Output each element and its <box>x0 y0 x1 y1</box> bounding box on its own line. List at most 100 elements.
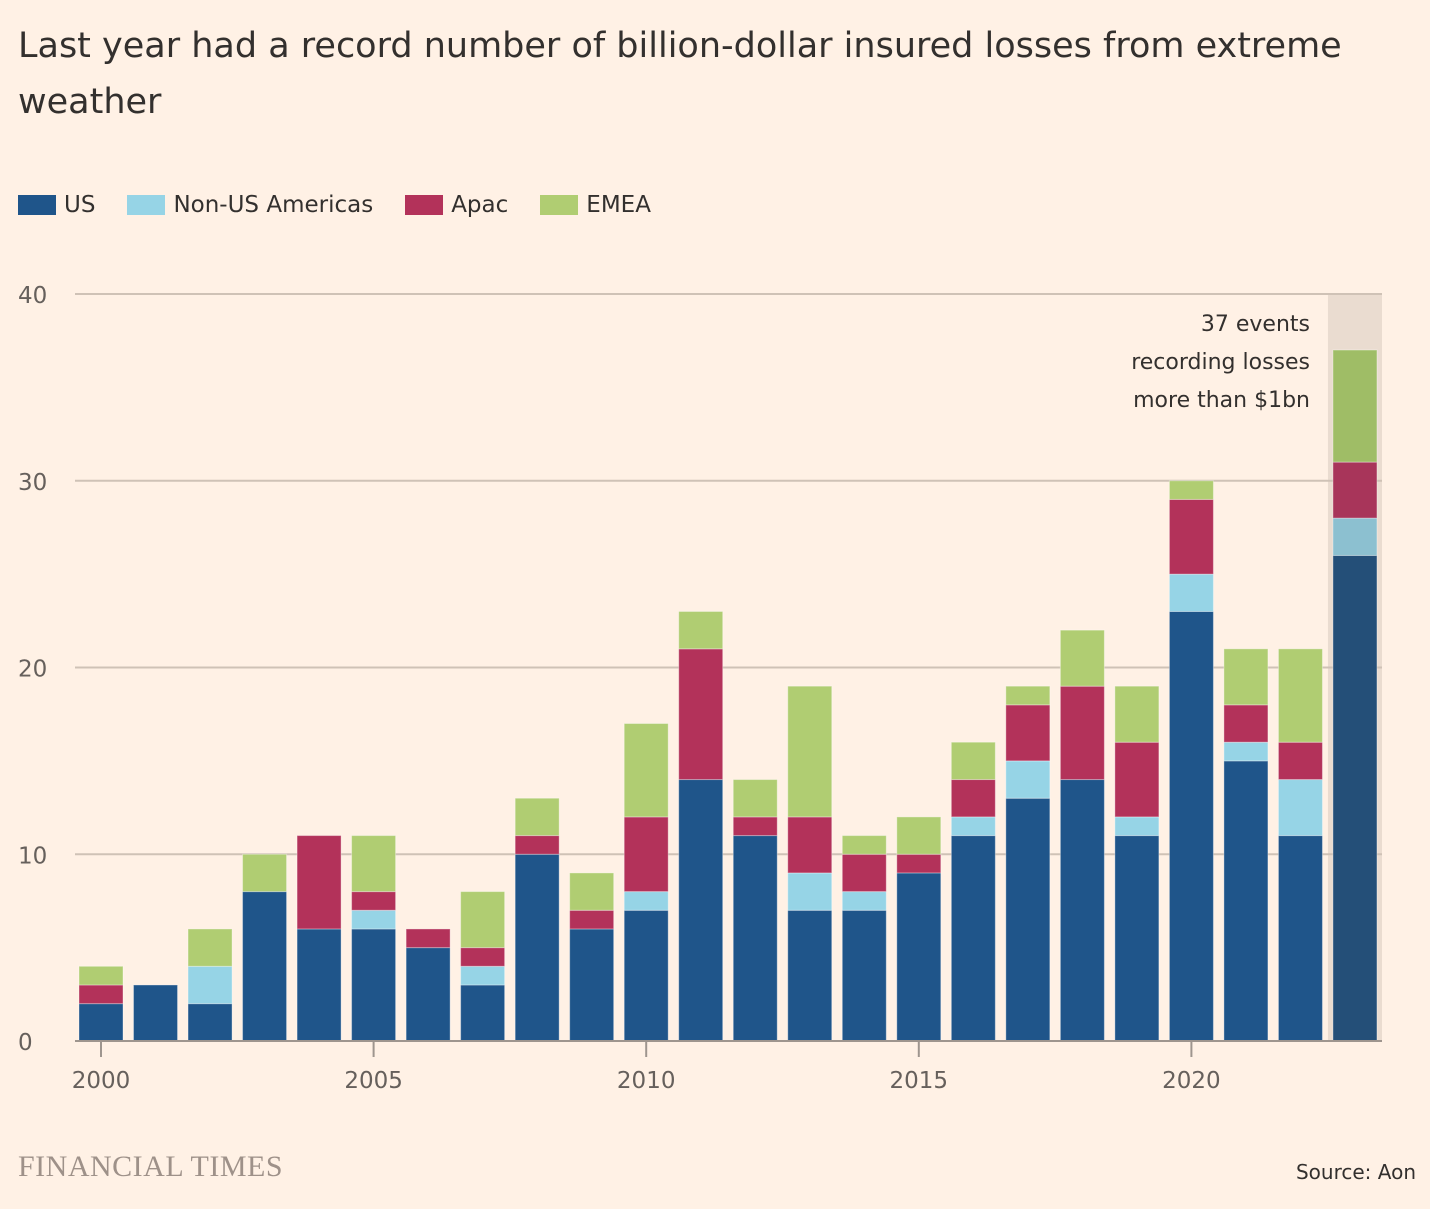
bar-segment-us <box>896 872 942 1042</box>
bar-segment-emea <box>351 835 397 893</box>
bar-segment-emea <box>623 723 669 818</box>
annotation-text: recording losses <box>1131 350 1310 375</box>
legend-label: US <box>64 192 96 218</box>
legend-item: US <box>18 192 95 218</box>
bar-segment-apac <box>1059 685 1105 781</box>
bar-segment-non-us-americas <box>950 816 996 837</box>
bar-segment-non-us-americas <box>623 891 669 911</box>
bar-segment-us <box>1168 610 1214 1042</box>
legend-label: Non-US Americas <box>173 192 374 218</box>
bar-segment-apac <box>405 928 451 949</box>
bar-segment-non-us-americas <box>1223 741 1269 762</box>
bar-segment-us <box>133 984 179 1042</box>
bar-segment-us <box>678 779 724 1042</box>
legend: US Non-US Americas Apac EMEA <box>18 192 651 218</box>
bar-segment-emea <box>242 853 288 893</box>
bar-segment-us <box>187 1003 233 1042</box>
legend-swatch <box>405 195 444 215</box>
y-tick-label: 10 <box>18 843 47 869</box>
bar-segment-non-us-americas <box>1332 517 1378 556</box>
x-tick-label: 2010 <box>617 1068 676 1094</box>
legend-swatch <box>127 195 166 215</box>
bar-segment-apac <box>1005 704 1051 762</box>
bar-segment-us <box>1005 797 1051 1042</box>
chart-title: Last year had a record number of billion… <box>18 26 1342 122</box>
legend-label: Apac <box>451 192 509 218</box>
bar-segment-us <box>787 909 833 1042</box>
bar-segment-apac <box>896 853 942 874</box>
bar-segment-apac <box>78 984 124 1005</box>
x-tick-label: 2005 <box>344 1068 403 1094</box>
bar-segment-apac <box>514 835 560 855</box>
bar-segment-us <box>514 853 560 1042</box>
bar-segment-apac <box>1114 741 1160 818</box>
bar-segment-us <box>623 909 669 1042</box>
x-tick-label: 2015 <box>890 1068 949 1094</box>
legend-label: EMEA <box>586 192 651 218</box>
bar-segment-apac <box>351 891 397 911</box>
bar-segment-emea <box>732 779 778 818</box>
bar-segment-emea <box>1168 480 1214 500</box>
y-tick-label: 30 <box>18 470 47 496</box>
bar-segment-non-us-americas <box>351 909 397 930</box>
annotation-text: more than $1bn <box>1133 388 1310 413</box>
ft-logo: FINANCIAL TIMES <box>18 1150 284 1183</box>
legend-item: EMEA <box>540 192 651 218</box>
bar-segment-us <box>351 928 397 1042</box>
bar-segment-apac <box>950 779 996 818</box>
legend-swatch <box>540 195 579 215</box>
legend-item: Non-US Americas <box>127 192 373 218</box>
bar-segment-us <box>296 928 342 1042</box>
bar-segment-us <box>460 984 506 1042</box>
bar-segment-us <box>78 1003 124 1042</box>
bar-segment-non-us-americas <box>187 965 233 1005</box>
bar-segment-us <box>1223 760 1269 1042</box>
bar-segment-emea <box>78 965 124 986</box>
bar-segment-non-us-americas <box>841 891 887 911</box>
y-tick-label: 40 <box>18 283 47 309</box>
bar-segment-emea <box>1332 349 1378 463</box>
bar-segment-emea <box>678 610 724 650</box>
bar-segment-apac <box>1277 741 1323 781</box>
annotation-text: 37 events <box>1201 312 1310 337</box>
bar-segment-emea <box>514 797 560 837</box>
bar-segment-emea <box>841 835 887 855</box>
bar-segment-emea <box>1277 648 1323 743</box>
bar-segment-apac <box>296 835 342 930</box>
y-tick-label: 0 <box>18 1030 33 1056</box>
bar-segment-emea <box>1114 685 1160 743</box>
x-tick-label: 2020 <box>1162 1068 1221 1094</box>
bar-segment-apac <box>787 816 833 874</box>
bar-segment-apac <box>1332 461 1378 519</box>
legend-swatch <box>18 195 56 215</box>
bar-segment-apac <box>1168 498 1214 575</box>
bar-segment-emea <box>460 891 506 949</box>
bar-segment-emea <box>1059 629 1105 687</box>
bar-segment-us <box>732 835 778 1042</box>
bar-segment-us <box>1059 779 1105 1042</box>
bar-segment-apac <box>678 648 724 781</box>
x-tick-label: 2000 <box>72 1068 131 1094</box>
bar-segment-emea <box>1223 648 1269 706</box>
bar-segment-apac <box>460 947 506 967</box>
bar-segment-emea <box>187 928 233 967</box>
bar-segment-us <box>1114 835 1160 1042</box>
bar-segment-apac <box>569 909 615 930</box>
bar-segment-emea <box>1005 685 1051 706</box>
bar-segment-non-us-americas <box>1005 760 1051 799</box>
bar-segment-emea <box>950 741 996 781</box>
bar-segment-non-us-americas <box>1168 573 1214 612</box>
bar-segment-emea <box>569 872 615 911</box>
bar-segment-us <box>1332 554 1378 1042</box>
source-note: Source: Aon <box>1295 1160 1416 1184</box>
bar-segment-non-us-americas <box>1114 816 1160 837</box>
bar-segment-us <box>950 835 996 1042</box>
bar-segment-non-us-americas <box>1277 779 1323 837</box>
bar-segment-us <box>569 928 615 1042</box>
bar-segment-us <box>405 947 451 1042</box>
bar-segment-apac <box>1223 704 1269 743</box>
bar-segment-apac <box>841 853 887 893</box>
legend-item: Apac <box>405 192 508 218</box>
bar-segment-non-us-americas <box>787 872 833 911</box>
